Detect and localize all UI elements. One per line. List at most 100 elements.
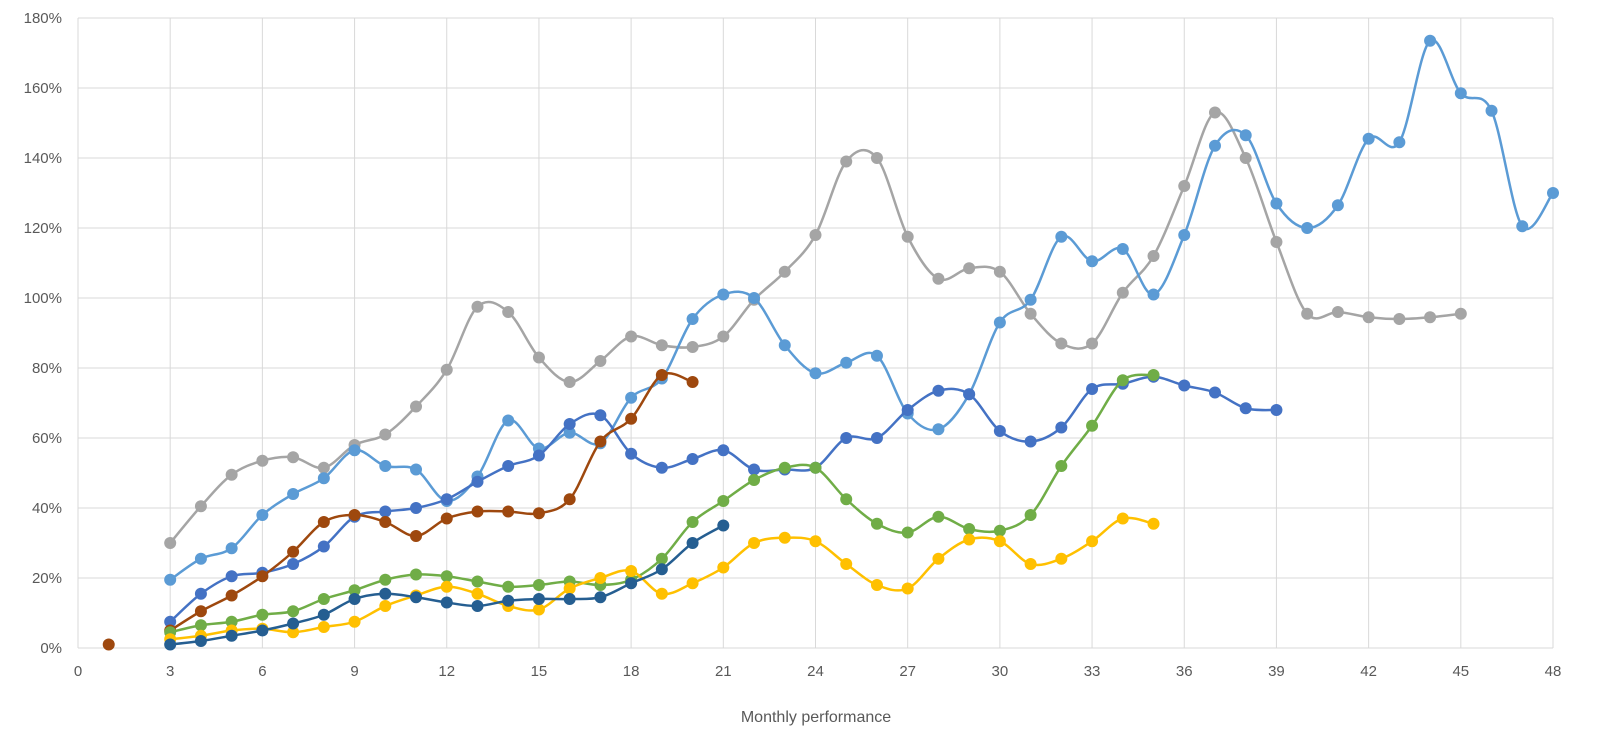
- data-point: [563, 376, 576, 388]
- data-point: [993, 425, 1006, 437]
- data-point: [225, 468, 238, 481]
- data-point: [1362, 311, 1375, 324]
- data-point: [655, 563, 668, 576]
- data-point: [1178, 229, 1191, 241]
- data-point: [1208, 139, 1221, 152]
- data-point: [256, 509, 269, 521]
- y-tick-label: 180%: [24, 10, 62, 27]
- data-point: [594, 435, 607, 448]
- x-tick-label: 21: [715, 663, 732, 680]
- x-tick-label: 3: [166, 663, 174, 680]
- data-point: [1086, 383, 1099, 395]
- data-point: [717, 519, 730, 532]
- data-point: [440, 493, 453, 506]
- data-point: [840, 493, 853, 506]
- data-point: [471, 600, 484, 612]
- x-tick-label: 33: [1084, 663, 1101, 680]
- data-point: [410, 400, 423, 413]
- data-point: [1024, 307, 1037, 320]
- data-point: [932, 423, 945, 436]
- data-point: [471, 575, 484, 588]
- data-point: [256, 454, 269, 467]
- series-line: [169, 38, 1555, 581]
- data-point: [287, 617, 300, 630]
- data-point: [379, 428, 392, 441]
- data-point: [1301, 307, 1314, 320]
- data-point: [1086, 255, 1099, 268]
- x-axis-label: Monthly performance: [741, 709, 891, 726]
- data-point: [809, 461, 822, 474]
- data-point: [840, 155, 853, 168]
- x-tick-label: 9: [350, 663, 358, 680]
- data-point: [1208, 106, 1221, 119]
- data-point: [471, 475, 484, 488]
- series-4: [102, 369, 699, 651]
- data-point: [625, 565, 638, 577]
- data-point: [502, 580, 515, 593]
- data-point: [563, 593, 576, 605]
- data-point: [686, 577, 699, 590]
- grid-lines: [77, 17, 1554, 649]
- data-point: [1239, 402, 1252, 415]
- data-point: [963, 533, 976, 546]
- data-point: [686, 537, 699, 549]
- data-point: [963, 388, 976, 401]
- data-point: [164, 537, 177, 549]
- data-point: [348, 615, 361, 628]
- data-point: [655, 461, 668, 474]
- data-point: [1331, 306, 1344, 318]
- data-point: [502, 460, 515, 472]
- y-tick-label: 120%: [24, 220, 62, 237]
- data-point: [625, 330, 638, 343]
- data-point: [686, 453, 699, 465]
- data-point: [502, 505, 515, 518]
- data-point: [655, 587, 668, 600]
- data-point: [1055, 337, 1068, 350]
- data-point: [963, 523, 976, 535]
- data-point: [748, 474, 761, 486]
- y-tick-label: 80%: [32, 360, 62, 377]
- data-point: [1086, 419, 1099, 432]
- data-point: [256, 570, 269, 583]
- data-point: [809, 367, 822, 380]
- data-point: [717, 495, 730, 507]
- data-point: [1086, 337, 1099, 350]
- data-point: [194, 587, 207, 600]
- data-point: [532, 593, 545, 605]
- data-point: [410, 530, 423, 542]
- data-point: [440, 512, 453, 525]
- data-point: [717, 288, 730, 301]
- data-point: [1024, 435, 1037, 448]
- series-5: [164, 369, 1160, 639]
- data-point: [225, 589, 238, 602]
- data-point: [502, 414, 515, 427]
- data-point: [563, 493, 576, 506]
- data-point: [686, 376, 699, 388]
- data-point: [287, 451, 300, 464]
- series-7: [164, 519, 730, 651]
- data-point: [870, 432, 883, 444]
- data-point: [932, 384, 945, 397]
- data-point: [287, 605, 300, 618]
- data-point: [287, 626, 300, 639]
- data-point: [471, 505, 484, 518]
- data-point: [440, 363, 453, 376]
- data-point: [1516, 220, 1529, 233]
- data-point: [287, 488, 300, 500]
- data-point: [840, 432, 853, 444]
- data-point: [532, 579, 545, 591]
- data-point: [287, 558, 300, 570]
- data-point: [901, 404, 914, 416]
- data-point: [348, 593, 361, 605]
- y-tick-label: 140%: [24, 150, 62, 167]
- series-lines: [102, 34, 1559, 651]
- data-point: [1454, 87, 1467, 100]
- data-point: [993, 524, 1006, 537]
- data-point: [1239, 129, 1252, 142]
- data-point: [164, 638, 177, 651]
- data-point: [840, 356, 853, 369]
- data-point: [594, 355, 607, 367]
- data-point: [471, 300, 484, 313]
- data-point: [317, 608, 330, 621]
